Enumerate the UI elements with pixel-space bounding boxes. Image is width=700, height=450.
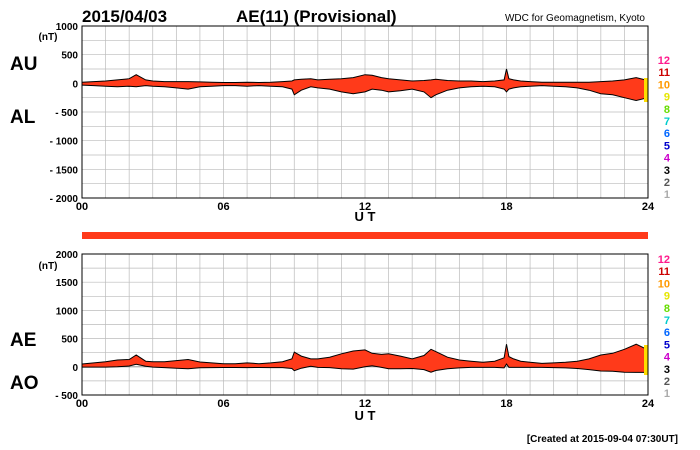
x-tick-label: 06 (217, 201, 229, 213)
station-count-label: 8 (664, 303, 670, 315)
station-count-label: 3 (664, 165, 670, 177)
x-tick-label: 18 (500, 201, 512, 213)
ae-line (81, 343, 649, 365)
ae-ao-area (82, 344, 648, 373)
au-al-grid (82, 26, 648, 198)
station-count-label: 10 (658, 79, 670, 91)
au-al-plot-frame (81, 25, 649, 199)
au-al-end-marker (644, 78, 648, 102)
y-tick-label: - 1500 (50, 165, 79, 176)
ae-ao-x-axis-label: U T (355, 408, 376, 423)
station-count-label: 4 (664, 153, 671, 165)
station-count-label: 2 (664, 376, 670, 388)
station-count-label: 10 (658, 278, 670, 290)
station-count-label: 3 (664, 364, 670, 376)
y-tick-label: 0 (72, 363, 78, 374)
au-al-y-tick-labels: 1000 500 0 - 500 - 1000 - 1500 - 2000 (50, 22, 79, 205)
chart-title: AE(11) (Provisional) (236, 7, 397, 26)
x-tick-label: 00 (76, 398, 88, 410)
ae-ao-end-marker (644, 345, 648, 375)
station-count-label: 5 (664, 339, 670, 351)
ao-line (82, 363, 648, 373)
x-tick-label: 06 (217, 398, 229, 410)
station-count-label: 1 (664, 189, 670, 201)
au-line (81, 68, 649, 84)
ao-series-label: AO (10, 373, 39, 394)
x-tick-label: 12 (359, 398, 371, 410)
y-tick-label: 1000 (56, 306, 79, 317)
station-count-label: 6 (664, 327, 670, 339)
station-count-label: 8 (664, 104, 670, 116)
y-tick-label: - 1000 (50, 137, 79, 148)
ae-ao-x-tick-labels: 00 06 12 18 24 (76, 398, 655, 410)
station-count-label: 5 (664, 140, 670, 152)
station-count-label: 1 (664, 388, 670, 400)
au-al-x-axis-label: U T (355, 209, 376, 224)
data-coverage-bar (82, 232, 648, 239)
station-count-label: 9 (664, 291, 670, 303)
x-tick-label: 24 (642, 398, 655, 410)
x-tick-label: 18 (500, 398, 512, 410)
station-count-label: 12 (658, 254, 670, 266)
ae-ao-grid (82, 254, 648, 395)
station-count-label: 2 (664, 177, 670, 189)
station-count-label: 7 (664, 315, 670, 327)
al-series-label: AL (10, 107, 36, 128)
created-timestamp: [Created at 2015-09-04 07:30UT] (527, 434, 678, 445)
station-count-label: 7 (664, 116, 670, 128)
y-tick-label: - 500 (55, 391, 78, 402)
y-tick-label: 1000 (56, 22, 79, 33)
au-al-area (82, 69, 648, 101)
au-series-label: AU (10, 54, 37, 75)
station-count-label: 9 (664, 92, 670, 104)
al-line (81, 84, 649, 102)
ae-ao-plot-frame (81, 253, 649, 396)
ae-ao-panel: 2000 1500 1000 500 0 - 500 (nT) AE AO 00 06 12 1… (10, 250, 655, 423)
station-count-label: 12 (658, 55, 670, 67)
date-label: 2015/04/03 (82, 7, 167, 26)
y-tick-label: 0 (72, 79, 78, 90)
source-label: WDC for Geomagnetism, Kyoto (505, 13, 645, 24)
ae-series-label: AE (10, 330, 36, 351)
y-tick-label: 500 (61, 51, 78, 62)
ae-ao-y-tick-labels: 2000 1500 1000 500 0 - 500 (55, 250, 78, 402)
y-tick-label: 1500 (56, 278, 79, 289)
station-count-label: 4 (664, 352, 671, 364)
station-count-label: 6 (664, 128, 670, 140)
au-al-unit-label: (nT) (39, 32, 58, 43)
station-count-label: 11 (658, 266, 670, 278)
x-tick-label: 00 (76, 201, 88, 213)
y-tick-label: - 2000 (50, 194, 79, 205)
station-count-label: 11 (658, 67, 670, 79)
y-tick-label: - 500 (55, 108, 78, 119)
ae-ao-unit-label: (nT) (39, 261, 58, 272)
y-tick-label: 500 (61, 335, 78, 346)
x-tick-label: 12 (359, 201, 371, 213)
au-al-x-tick-labels: 00 06 12 18 24 (76, 201, 655, 213)
y-tick-label: 2000 (56, 250, 79, 261)
x-tick-label: 24 (642, 201, 655, 213)
